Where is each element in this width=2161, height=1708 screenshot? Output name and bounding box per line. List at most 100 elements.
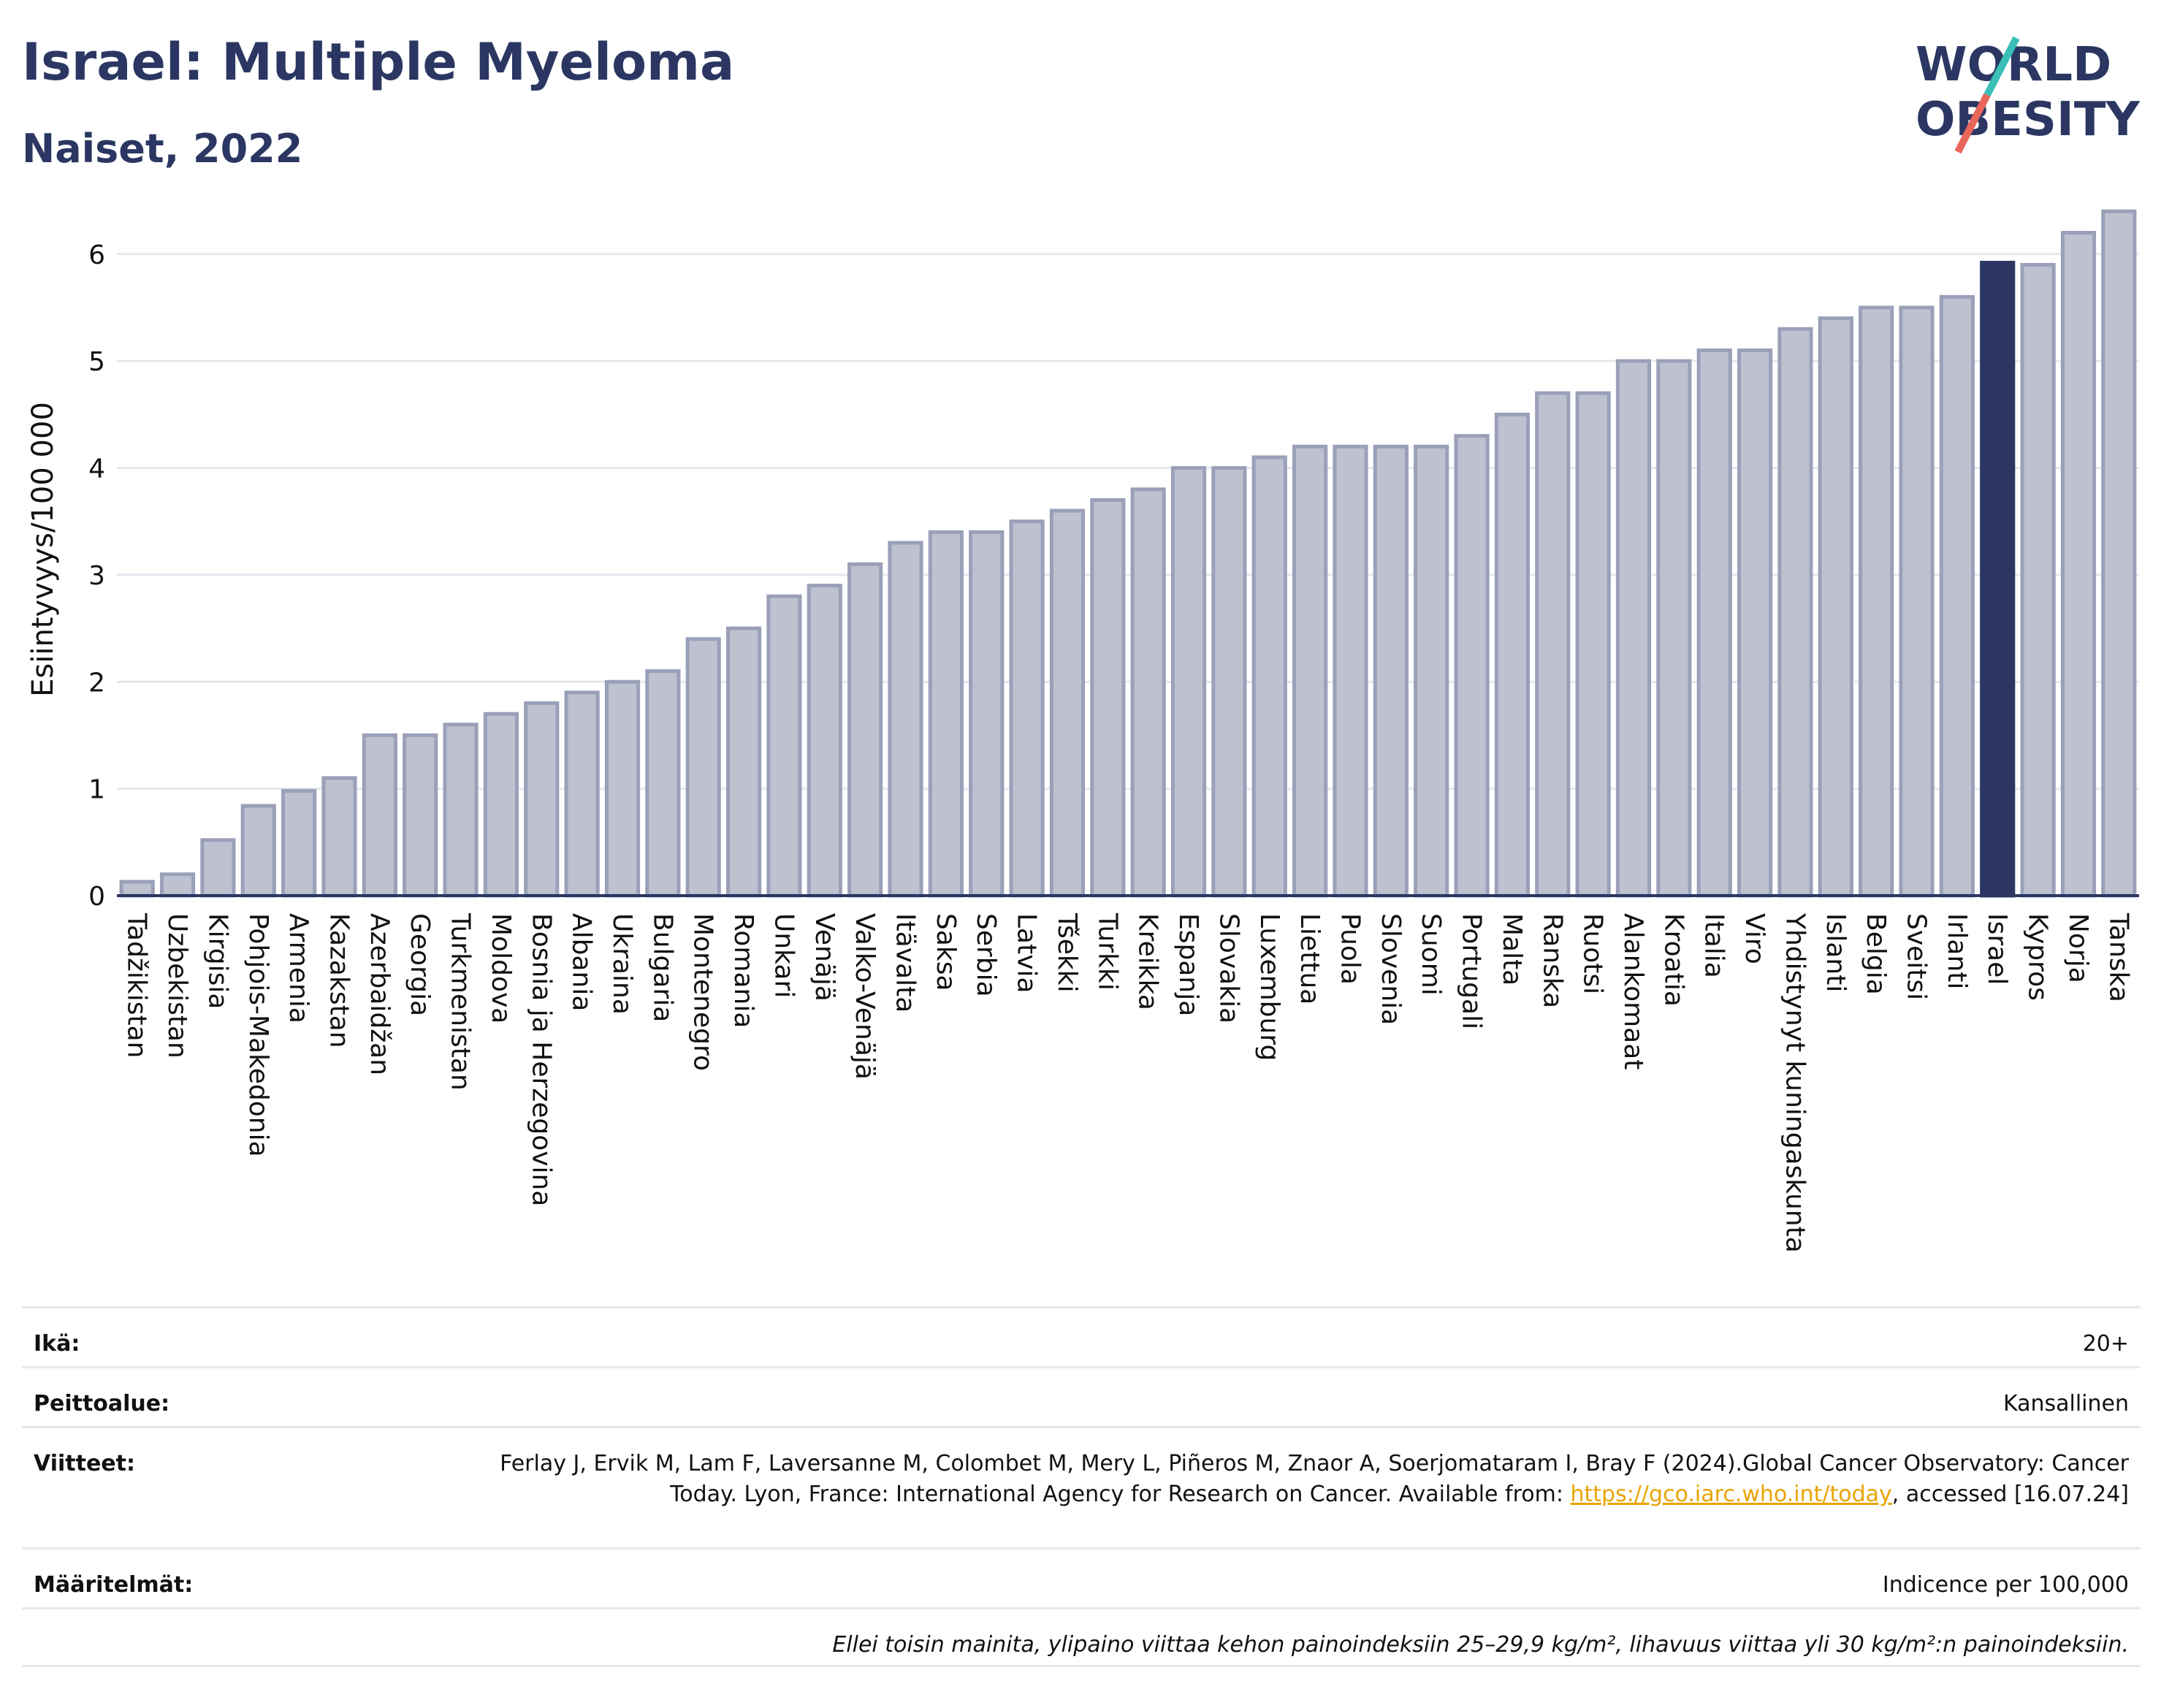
x-tick-label: Liettua — [1295, 913, 1325, 1004]
x-tick-label: Ruotsi — [1578, 913, 1608, 994]
x-tick-label: Moldova — [486, 913, 516, 1023]
bar — [1170, 466, 1207, 898]
x-tick-label: Suomi — [1416, 913, 1446, 996]
x-tick-label: Norja — [2063, 913, 2093, 983]
x-tick-label: Tšekki — [1052, 912, 1082, 993]
y-tick-label: 6 — [88, 240, 105, 270]
bar — [2101, 209, 2137, 898]
y-tick-labels: 0 1 2 3 4 5 6 — [88, 240, 105, 912]
y-tick-label: 3 — [88, 561, 105, 591]
x-tick-label: Georgia — [405, 913, 435, 1016]
x-tick-label: Montenegro — [688, 913, 718, 1071]
bar — [1211, 466, 1247, 898]
bar — [1494, 412, 1531, 898]
info-label-coverage: Peittoalue: — [34, 1391, 170, 1417]
x-tick-label: Slovakia — [1213, 913, 1243, 1023]
x-tick-label: Valko-Venäjä — [850, 913, 880, 1080]
info-value-age: 20+ — [2082, 1331, 2129, 1357]
bar — [1615, 359, 1652, 898]
bar — [1859, 305, 1894, 898]
bar — [200, 838, 236, 898]
bar — [362, 733, 397, 898]
x-tick-label: Islanti — [1821, 913, 1851, 992]
x-tick-label: Tanska — [2103, 912, 2133, 1002]
x-tick-labels: Tadžikistan Uzbekistan Kirgisia Pohjois-Mak… — [122, 912, 2134, 1253]
x-tick-label: Tadžikistan — [122, 912, 152, 1058]
x-tick-label: Serbia — [971, 913, 1001, 997]
bar — [281, 789, 317, 898]
bar — [2020, 262, 2056, 898]
info-table: Ikä: 20+ Peittoalue: Kansallinen Viittee… — [22, 1306, 2141, 1667]
info-row-references: Viitteet: Ferlay J, Ervik M, Lam F, Lave… — [22, 1426, 2141, 1547]
bar — [1777, 327, 1813, 898]
x-tick-label: Kirgisia — [202, 913, 232, 1009]
y-axis-label: Esiintyvyys/100 000 — [26, 402, 60, 697]
x-tick-label: Puola — [1335, 913, 1365, 985]
x-tick-label: Alankomaat — [1618, 913, 1648, 1070]
bar — [604, 679, 641, 898]
bar — [685, 637, 721, 898]
bar — [240, 804, 276, 898]
x-tick-label: Portugali — [1457, 913, 1487, 1029]
x-tick-label: Israel — [1982, 913, 2012, 985]
bar — [443, 723, 479, 898]
x-tick-label: Pohjois-Makedonia — [243, 913, 273, 1157]
reference-link[interactable]: https://gco.iarc.who.int/today — [1570, 1482, 1892, 1507]
bar-chart: 0 1 2 3 4 5 6 Tadžikistan Uzbekistan Kirgisia Poh… — [26, 209, 2139, 1253]
bar — [1130, 487, 1166, 898]
y-tick-label: 4 — [88, 454, 105, 484]
bar — [1535, 391, 1571, 898]
info-label-references: Viitteet: — [34, 1451, 135, 1476]
x-tick-label: Azerbaidžan — [365, 913, 395, 1075]
bar — [2060, 231, 2097, 898]
x-tick-label: Slovenia — [1376, 913, 1406, 1025]
x-tick-label: Sveitsi — [1902, 913, 1932, 1000]
reference-accessed: , accessed [16.07.24] — [1891, 1482, 2129, 1507]
bar — [1818, 316, 1853, 898]
bar — [321, 776, 357, 898]
bar — [1292, 444, 1328, 898]
bar — [807, 584, 842, 898]
logo-line2: OBESITY — [1916, 93, 2140, 147]
x-tick-label: Viro — [1739, 913, 1769, 964]
info-row-coverage: Peittoalue: Kansallinen — [22, 1366, 2141, 1426]
bar — [1333, 444, 1368, 898]
bar — [159, 872, 196, 898]
bar — [766, 594, 802, 898]
x-tick-label: Irlanti — [1942, 913, 1972, 989]
y-tick-label: 0 — [88, 882, 105, 912]
x-tick-label: Luxemburg — [1254, 913, 1284, 1061]
info-value-definitions: Indicence per 100,000 — [1882, 1572, 2129, 1598]
logo-slash-teal — [1983, 36, 2020, 97]
x-tick-label: Kazakstan — [324, 913, 354, 1048]
bar — [1049, 508, 1086, 898]
x-tick-label: Kreikka — [1133, 913, 1163, 1010]
info-value-coverage: Kansallinen — [2002, 1391, 2129, 1417]
x-tick-label: Ranska — [1537, 913, 1567, 1008]
bar — [1373, 444, 1409, 898]
x-tick-label: Ukraina — [607, 913, 637, 1015]
bar — [1737, 348, 1773, 898]
info-row-age: Ikä: 20+ — [22, 1306, 2141, 1366]
bar — [1414, 444, 1449, 898]
bar — [1696, 348, 1732, 898]
bar — [888, 541, 923, 898]
bar — [1899, 305, 1935, 898]
x-tick-label: Belgia — [1861, 913, 1891, 995]
x-tick-label: Bosnia ja Herzegovina — [526, 913, 556, 1206]
x-tick-label: Venäjä — [809, 913, 839, 1002]
world-obesity-logo: WORLD OBESITY — [1916, 36, 2140, 153]
bar — [645, 669, 681, 898]
x-tick-label: Romania — [728, 913, 758, 1028]
y-tick-label: 5 — [88, 347, 105, 377]
bars — [119, 209, 2137, 898]
y-tick-label: 2 — [88, 668, 105, 698]
x-tick-label: Latvia — [1012, 913, 1042, 994]
y-tick-label: 1 — [88, 775, 105, 805]
bar — [847, 562, 883, 898]
logo-slash-coral — [1954, 93, 1991, 153]
x-tick-label: Armenia — [283, 913, 313, 1023]
bar-highlight — [1980, 261, 2016, 898]
bar — [524, 701, 560, 898]
bar — [1656, 359, 1692, 898]
